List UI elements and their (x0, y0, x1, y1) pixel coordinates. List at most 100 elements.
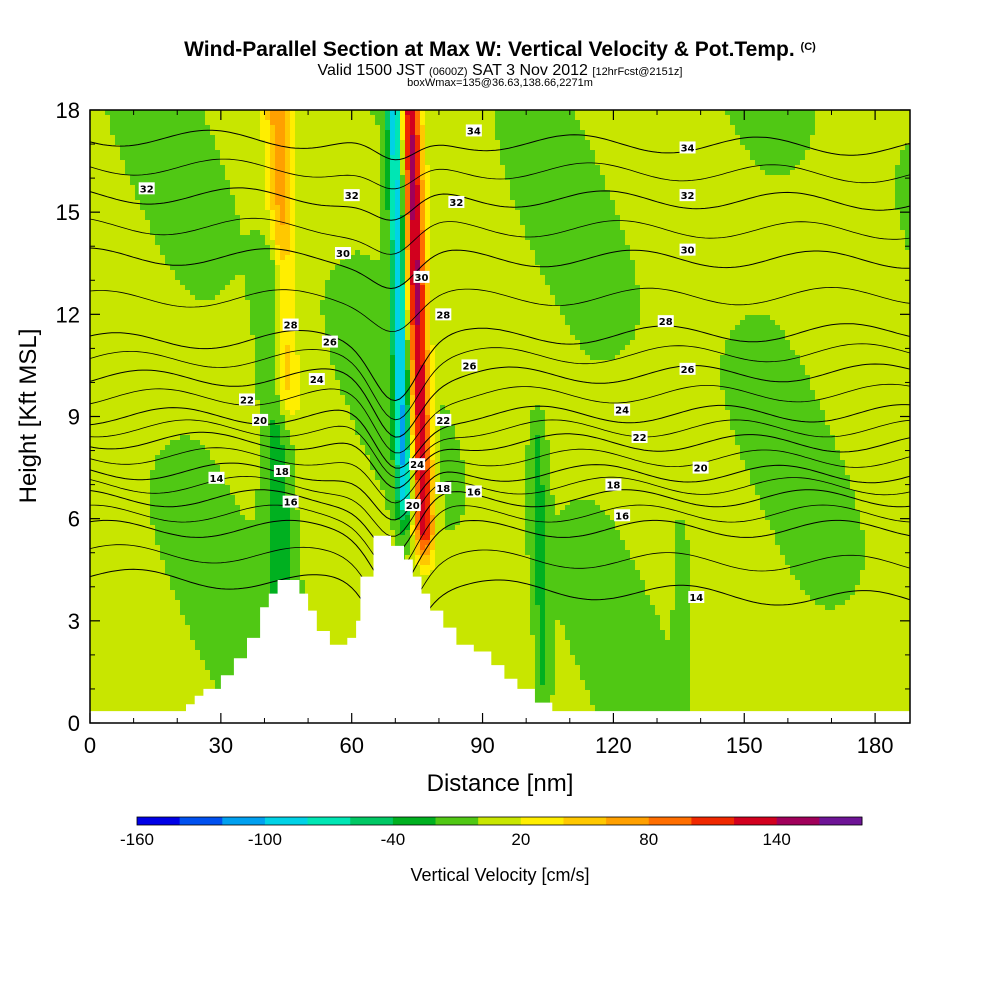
colorbar-swatch (179, 817, 223, 825)
contour-label: 24 (308, 373, 325, 386)
contour-label: 20 (692, 461, 709, 475)
colorbar-swatch (392, 817, 437, 825)
contour-label: 34 (679, 141, 696, 154)
contour-label: 26 (679, 362, 696, 376)
chart-box-info: boxWmax=135@36.63,138.66,2271m (0, 77, 1000, 89)
isentrope-32 (90, 187, 910, 221)
isentrope-contours (90, 129, 910, 648)
isentrope-minor (90, 217, 910, 255)
colorbar: -160 -100 -40 20 80 140 (120, 816, 863, 849)
y-tick-label: 9 (68, 405, 80, 430)
x-tick-label: 150 (726, 733, 763, 758)
colorbar-swatch (520, 817, 564, 825)
isentrope-28 (90, 323, 910, 402)
contour-label: 32 (448, 195, 465, 209)
contour-label: 18 (273, 464, 290, 478)
contour-label: 24 (614, 403, 631, 417)
colorbar-tick-label: -40 (381, 830, 406, 849)
isentrope-18 (90, 489, 910, 554)
colorbar-swatch (478, 817, 522, 825)
y-tick-label: 6 (68, 507, 80, 532)
contour-label: 32 (679, 189, 696, 202)
colorbar-swatch (222, 817, 266, 825)
isentrope-30 (90, 247, 910, 290)
contour-label: 26 (461, 359, 478, 372)
x-tick-label: 30 (209, 733, 233, 758)
contour-label: 24 (409, 458, 426, 471)
isentrope-22 (90, 431, 910, 489)
y-axis-label: Height [Kft MSL] (15, 329, 42, 504)
contour-label: 30 (413, 270, 430, 284)
y-tick-label: 15 (56, 200, 80, 225)
isentrope-minor (90, 286, 910, 333)
chart-title: Wind-Parallel Section at Max W: Vertical… (0, 38, 1000, 62)
colorbar-tick-label: 140 (763, 830, 791, 849)
x-tick-label: 90 (470, 733, 494, 758)
colorbar-tick-label: -160 (120, 830, 154, 849)
contour-labels: 32 32 30 28 26 24 22 20 14 18 16 34 32 30 28 26 22 24 18 20… (138, 124, 709, 604)
contour-label: 32 (343, 189, 360, 202)
velocity-field (90, 110, 910, 723)
colorbar-swatch (307, 817, 351, 825)
isentrope-minor (90, 475, 910, 537)
y-tick-label: 0 (68, 711, 80, 736)
isentrope-20 (90, 462, 910, 521)
contour-label: 26 (321, 335, 338, 349)
colorbar-swatch (435, 817, 479, 825)
contour-label: 34 (465, 124, 482, 137)
contour-label: 28 (282, 318, 299, 332)
contour-label: 16 (614, 509, 631, 522)
colorbar-tick-label: -100 (248, 830, 282, 849)
contour-label: 28 (657, 315, 674, 328)
contour-label: 20 (404, 499, 421, 512)
colorbar-swatch (734, 817, 778, 825)
colorbar-swatch (563, 817, 607, 825)
isentrope-minor (90, 544, 910, 621)
colorbar-swatch (648, 817, 692, 825)
terrain (90, 535, 910, 723)
isentrope-24 (90, 404, 910, 469)
colorbar-swatch (691, 817, 735, 825)
contour-label: 30 (334, 247, 351, 260)
isentrope-minor (90, 158, 910, 190)
isentrope-minor (90, 504, 910, 574)
x-tick-label: 180 (857, 733, 894, 758)
y-tick-label: 12 (56, 302, 80, 327)
contour-label: 28 (435, 308, 452, 321)
isentrope-minor (90, 383, 910, 454)
y-tick-label: 3 (68, 609, 80, 634)
colorbar-swatch (137, 817, 181, 825)
y-tick-label: 18 (56, 98, 80, 123)
isentrope-34 (90, 129, 910, 161)
isentrope-minor (90, 419, 910, 478)
axes: 0 30 60 90 120 150 180 0 3 6 9 12 15 18 (56, 98, 910, 758)
contour-label: 20 (252, 413, 269, 427)
colorbar-swatch (350, 817, 394, 825)
isentrope-16 (90, 519, 910, 592)
colorbar-tick-label: 80 (639, 830, 658, 849)
contour-label: 18 (605, 478, 622, 492)
contour-label: 32 (138, 182, 155, 195)
colorbar-swatch (606, 817, 650, 825)
colorbar-swatch (264, 817, 309, 825)
isentrope-minor (90, 447, 910, 504)
x-tick-label: 0 (84, 733, 96, 758)
contour-label: 14 (688, 590, 705, 604)
chart-subtitle: Valid 1500 JST (0600Z) SAT 3 Nov 2012 [1… (0, 62, 1000, 80)
colorbar-swatch (819, 817, 863, 825)
contour-label: 30 (679, 243, 696, 257)
x-tick-label: 120 (595, 733, 632, 758)
colorbar-swatch (776, 817, 820, 825)
contour-label: 16 (465, 485, 482, 498)
isentrope-26 (90, 363, 910, 438)
x-tick-label: 60 (339, 733, 363, 758)
contour-label: 14 (208, 471, 225, 485)
terrain-profile (90, 535, 910, 723)
isentrope-minor (90, 343, 910, 421)
isentrope-14 (90, 568, 910, 648)
contour-label: 22 (435, 413, 452, 427)
contour-label: 18 (435, 482, 452, 495)
x-axis-label: Distance [nm] (427, 770, 574, 797)
contour-label: 22 (239, 393, 256, 406)
